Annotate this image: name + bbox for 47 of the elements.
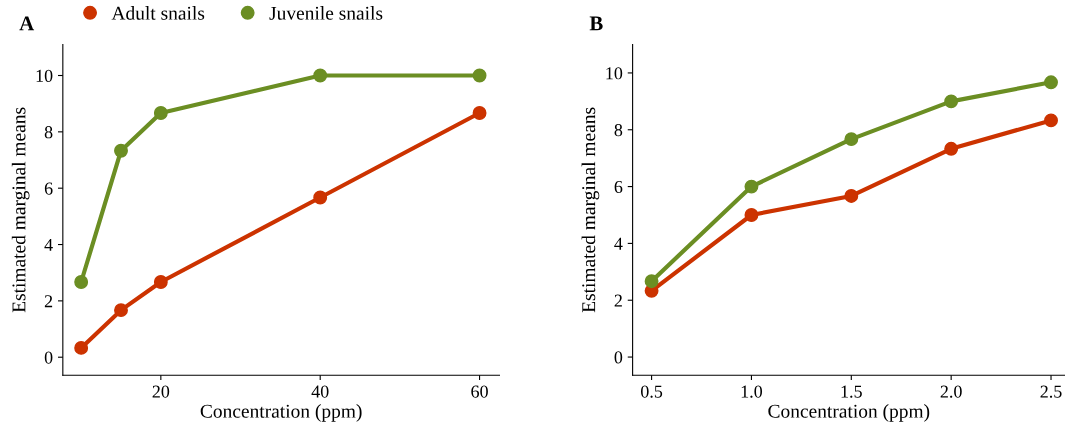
x-tick-label: 20 (152, 385, 170, 398)
point (844, 189, 859, 203)
point (313, 190, 328, 205)
x-tick-label: 40 (311, 385, 329, 398)
y-axis-title: Estimated marginal means (581, 107, 600, 313)
chart-title: B (589, 16, 603, 31)
point (114, 303, 128, 318)
x-tick-label: 60 (471, 385, 488, 398)
chart-title: A (19, 16, 35, 31)
y-axis-title: Estimated marginal means (11, 107, 30, 313)
point (74, 275, 89, 289)
y-tick-label: 4 (614, 237, 623, 250)
x-axis-title: Concentration (ppm) (200, 404, 362, 422)
point (313, 68, 328, 83)
point (472, 106, 487, 120)
legend-label: Juvenile snails (269, 6, 383, 20)
y-tick-label: 2 (614, 294, 622, 307)
y-tick-label: 10 (606, 67, 623, 80)
x-tick-label: 0.5 (640, 385, 663, 398)
point (153, 275, 168, 289)
point (744, 179, 759, 194)
y-tick-label: 0 (44, 351, 53, 364)
y-tick-label: 8 (44, 126, 53, 139)
point (153, 106, 168, 120)
y-tick-label: 6 (614, 180, 623, 194)
point (944, 94, 959, 109)
point (74, 340, 89, 355)
point (1044, 113, 1058, 128)
legend-label: Adult snails (111, 6, 205, 20)
point (1044, 75, 1058, 90)
point (844, 132, 859, 147)
point (472, 68, 487, 83)
point (744, 208, 759, 222)
point (644, 274, 659, 289)
x-tick-label: 2.5 (1040, 385, 1062, 398)
point (944, 141, 959, 156)
x-axis-title: Concentration (ppm) (768, 404, 930, 422)
y-tick-label: 8 (614, 124, 623, 137)
x-tick-label: 1.5 (841, 385, 862, 398)
x-tick-label: 2.0 (940, 385, 962, 398)
y-tick-label: 2 (44, 295, 53, 308)
x-tick-label: 1.0 (741, 385, 763, 398)
y-tick-label: 6 (44, 182, 53, 195)
y-tick-label: 0 (614, 351, 623, 364)
y-tick-label: 4 (44, 238, 53, 251)
y-tick-label: 10 (36, 69, 53, 82)
point (114, 143, 128, 158)
